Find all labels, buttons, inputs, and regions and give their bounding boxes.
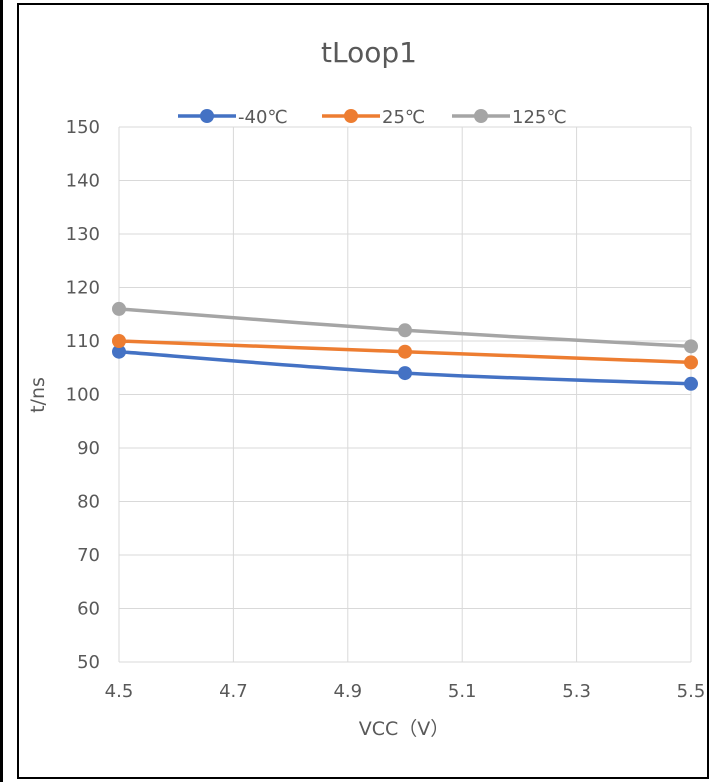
series-lines <box>112 301 698 391</box>
outer-frame-edge <box>0 0 3 782</box>
grid-lines <box>118 126 692 663</box>
x-tick-labels: 4.5 4.7 4.9 5.1 5.3 5.5 <box>105 681 706 702</box>
y-tick-label: 80 <box>77 492 100 513</box>
y-tick-label: 130 <box>66 224 100 245</box>
x-tick-label: 5.5 <box>677 681 706 702</box>
data-point <box>112 344 126 359</box>
legend-marker <box>474 109 488 123</box>
data-point <box>398 323 412 338</box>
data-point <box>112 334 126 348</box>
y-tick-label: 120 <box>66 278 100 299</box>
x-tick-label: 5.3 <box>562 681 591 702</box>
legend-label: 25℃ <box>382 107 425 128</box>
y-tick-labels: 50 60 70 80 90 100 110 120 130 140 150 <box>66 117 100 673</box>
data-point <box>684 376 698 391</box>
legend: -40℃ 25℃ 125℃ <box>178 107 567 128</box>
legend-label: -40℃ <box>238 107 288 128</box>
legend-marker <box>344 109 358 123</box>
data-point <box>398 366 412 381</box>
x-tick-label: 4.5 <box>105 681 134 702</box>
data-point <box>684 339 698 354</box>
y-tick-label: 90 <box>77 438 100 459</box>
legend-marker <box>200 109 214 123</box>
y-axis-label: t/ns <box>27 377 49 413</box>
data-point <box>398 344 412 359</box>
x-tick-label: 4.7 <box>219 681 248 702</box>
y-tick-label: 60 <box>77 599 100 620</box>
y-tick-label: 100 <box>66 385 100 406</box>
x-tick-label: 5.1 <box>448 681 477 702</box>
x-tick-label: 4.9 <box>333 681 362 702</box>
y-tick-label: 70 <box>77 545 100 566</box>
legend-label: 125℃ <box>512 107 567 128</box>
chart-title: tLoop1 <box>321 36 417 69</box>
y-tick-label: 150 <box>66 117 100 138</box>
data-point <box>684 355 698 370</box>
x-axis-label: VCC（V） <box>359 718 450 740</box>
data-point <box>112 301 126 316</box>
y-tick-label: 50 <box>77 652 100 673</box>
y-tick-label: 140 <box>66 171 100 192</box>
chart-frame <box>17 3 709 779</box>
y-tick-label: 110 <box>66 331 100 352</box>
